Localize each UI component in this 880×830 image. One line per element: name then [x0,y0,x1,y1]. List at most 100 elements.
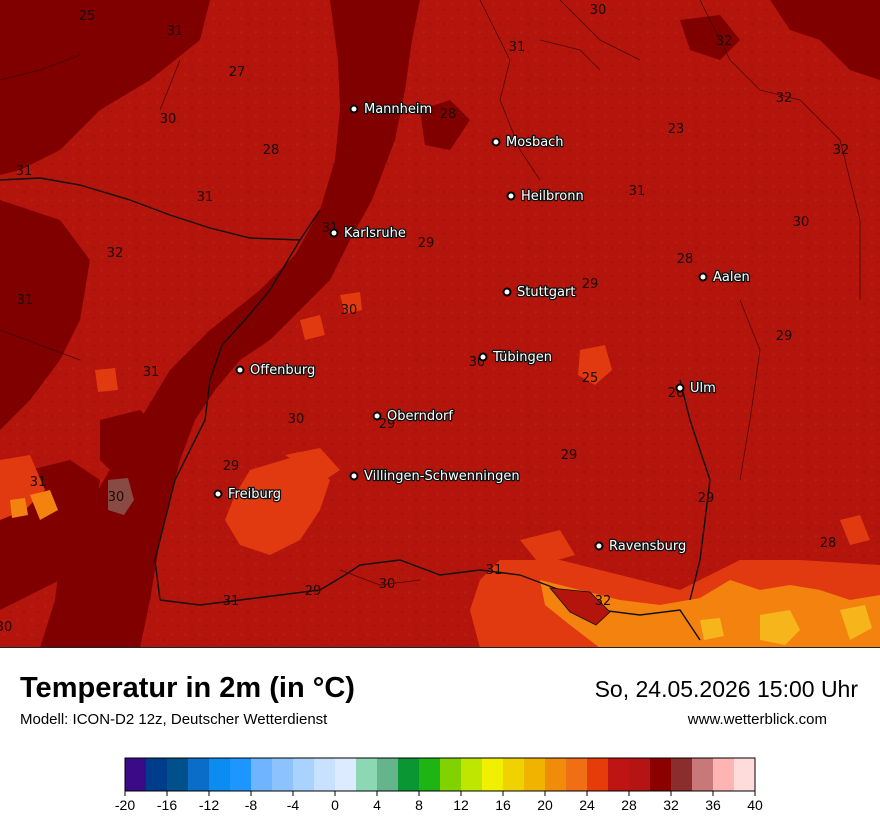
legend-swatch [692,758,714,791]
city-ravensburg: Ravensburg [594,538,688,555]
temperature-value: 28 [440,107,457,122]
temperature-value: 29 [582,277,599,292]
legend-swatch [146,758,168,791]
legend-swatch [440,758,462,791]
city-marker-dot [698,272,708,282]
legend-tick-label: 28 [621,797,637,813]
legend-tick-label: 8 [415,797,423,813]
legend-swatch [314,758,336,791]
city-marker-dot [506,191,516,201]
temperature-value: 30 [793,215,810,230]
city-marker-dot [372,411,382,421]
city-marker-dot [213,489,223,499]
city-marker-dot [349,471,359,481]
temperature-value: 28 [820,536,837,551]
country-borders [0,177,711,641]
legend-tick-label: 4 [373,797,381,813]
city-marker-dot [349,104,359,114]
temperature-value: 30 [590,3,607,18]
alpine-yellow-zone [700,605,872,645]
temperature-value: 32 [716,34,733,49]
legend-tick-label: 40 [747,797,763,813]
website-link[interactable]: www.wetterblick.com [687,711,827,728]
city-mosbach: Mosbach [491,134,565,151]
temperature-value: 23 [668,122,685,137]
temperature-value: 29 [418,236,435,251]
temperature-value: 31 [197,190,214,205]
legend-frame [124,757,756,792]
temperature-value: 31 [223,594,240,609]
temperature-value: 30 [108,490,125,505]
map-canvas: 25 31 27 30 28 31 31 31 32 31 30 32 31 32 23 32 28 31 30 28… [0,0,880,648]
legend-tick-label: -4 [287,797,300,813]
city-label: Villingen-Schwenningen [364,469,520,484]
temperature-value: 28 [677,252,694,267]
legend-tick-label: 12 [453,797,469,813]
district-borders [0,0,861,586]
temperature-value: 30 [0,620,12,635]
city-marker-dot [235,365,245,375]
cool-spot-blackforest [108,478,134,515]
map-bottom-border [0,647,880,648]
legend-swatch [293,758,315,791]
color-legend: -20 -16 -12 -8 -4 0 4 8 12 16 20 24 28 32 36 40 [115,757,763,813]
legend-swatch [377,758,399,791]
city-label: Karlsruhe [344,226,406,241]
legend-ticks: -20 -16 -12 -8 -4 0 4 8 12 16 20 24 28 32 36 40 [115,791,763,813]
city-label: Mannheim [364,102,432,117]
legend-swatch [671,758,693,791]
legend-swatch [335,758,357,791]
city-label: Heilbronn [521,189,584,204]
city-villingen-schwenningen: Villingen-Schwenningen [349,468,521,485]
temperature-value: 31 [167,24,184,39]
legend-swatch [608,758,630,791]
temperature-value: 31 [143,365,160,380]
temperature-value: 31 [509,40,526,55]
city-marker-dot [594,541,604,551]
city-t-bingen: Tübingen [478,349,553,366]
city-label: Tübingen [492,350,552,365]
legend-swatch [356,758,378,791]
legend-swatch [209,758,231,791]
temperature-value: 30 [160,112,177,127]
legend-swatch [272,758,294,791]
city-marker-dot [675,383,685,393]
city-marker-dot [478,352,488,362]
city-freiburg: Freiburg [213,486,282,503]
map-title: Temperatur in 2m (in °C) [20,672,355,704]
city-label: Aalen [713,270,750,285]
forecast-datetime: So, 24.05.2026 15:00 Uhr [594,676,858,702]
city-label: Freiburg [228,487,281,502]
temperature-value: 32 [776,91,793,106]
legend-swatch [524,758,546,791]
city-label: Ravensburg [609,539,686,554]
hot-zone-rhine [0,0,880,648]
city-label: Ulm [690,381,716,396]
legend-tick-label: 16 [495,797,511,813]
temperature-labels: 25 31 27 30 28 31 31 31 32 31 30 32 31 32 23 32 28 31 30 28… [0,3,849,635]
temperature-value: 27 [229,65,246,80]
city-karlsruhe: Karlsruhe [329,225,407,242]
legend-tick-label: 20 [537,797,553,813]
temperature-value: 32 [833,143,850,158]
legend-tick-label: 32 [663,797,679,813]
legend-swatch [587,758,609,791]
legend-swatch [251,758,273,791]
city-heilbronn: Heilbronn [506,188,585,205]
legend-tick-label: 24 [579,797,595,813]
city-label: Mosbach [506,135,564,150]
city-aalen: Aalen [698,269,751,286]
legend-swatch [713,758,735,791]
city-label: Oberndorf [387,409,453,424]
city-markers: Mannheim Mosbach Heilbronn Karlsruhe Stuttga… [213,101,751,555]
temperature-value: 25 [582,371,599,386]
temperature-map: 25 31 27 30 28 31 31 31 32 31 30 32 31 32 23 32 28 31 30 28… [0,0,880,648]
city-marker-dot [491,137,501,147]
temperature-value: 25 [79,9,96,24]
legend-swatch [566,758,588,791]
temperature-value: 30 [341,303,358,318]
legend-swatch [482,758,504,791]
model-subtitle: Modell: ICON-D2 12z, Deutscher Wetterdie… [20,711,328,728]
temperature-value: 31 [17,293,34,308]
legend-swatch [167,758,189,791]
